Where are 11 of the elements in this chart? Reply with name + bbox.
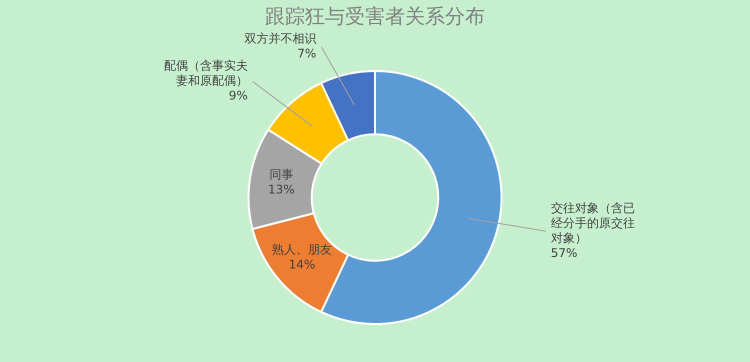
slice-label: 交往对象（含已经分手的原交往对象） [550,200,635,245]
slice-label: 同事 [269,167,294,182]
data-label: 57% [550,246,578,260]
slice-label: 双方并不相识 [244,31,316,46]
slice-label: 熟人、朋友 [272,242,332,257]
data-label: 7% [297,46,316,60]
slice-label: 配偶（含事实夫妻和原配偶） [164,58,248,88]
data-label: 9% [228,88,248,103]
data-label: 13% [268,182,295,196]
chart-title: 跟踪狂与受害者关系分布 [265,4,485,28]
data-label: 14% [288,258,316,272]
